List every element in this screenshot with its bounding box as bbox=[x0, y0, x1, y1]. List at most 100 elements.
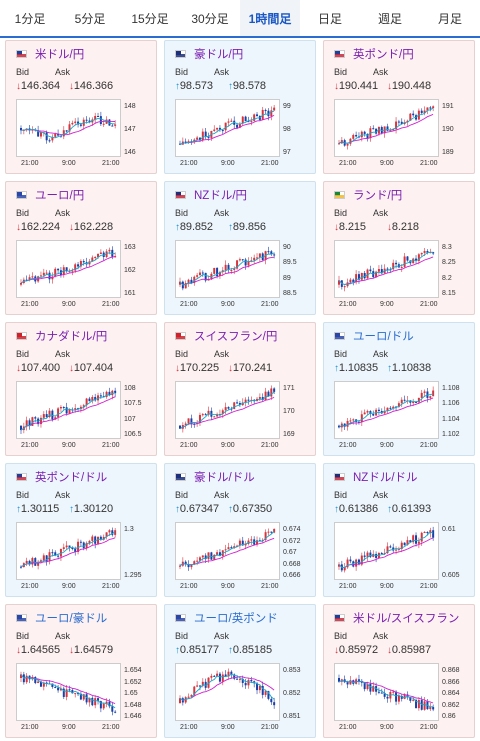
rate-card-1[interactable]: 豪ドル/円 Bid Ask ↑98.573 ↑98.578 99 98 97 21:00 9:00… bbox=[164, 40, 316, 174]
y-tick-label: 1.648 bbox=[124, 701, 142, 709]
rate-card-6[interactable]: カナダドル/円 Bid Ask ↓107.400 ↓107.404 108 107.5 107… bbox=[5, 322, 157, 456]
candle-body bbox=[111, 706, 114, 712]
candle-body bbox=[409, 400, 412, 403]
mini-candle-chart[interactable]: 1.3 1.295 21:00 9:00 21:00 bbox=[16, 522, 148, 594]
tab-1[interactable]: 5分足 bbox=[74, 12, 106, 26]
short-average-line bbox=[20, 674, 116, 709]
candle-body bbox=[71, 547, 74, 549]
bid-ask-labels: Bid Ask bbox=[334, 631, 388, 641]
candle-body bbox=[400, 121, 403, 125]
candle-body bbox=[355, 559, 358, 567]
mini-candle-chart[interactable]: 148 147 146 21:00 9:00 21:00 bbox=[16, 99, 148, 171]
x-tick-label: 21:00 bbox=[339, 301, 357, 308]
candle-body bbox=[369, 683, 372, 692]
candle-body bbox=[267, 691, 270, 699]
candle-body bbox=[423, 110, 426, 113]
pair-name[interactable]: ユーロ/豪ドル bbox=[35, 613, 108, 625]
ask-value: 162.228 bbox=[73, 221, 113, 233]
candle-body bbox=[108, 701, 111, 707]
short-average-line bbox=[338, 251, 434, 285]
rate-card-11[interactable]: NZドル/ドル Bid Ask ↑0.61386 ↑0.61393 0.61 0.605 21… bbox=[323, 463, 475, 597]
bid-ask-values: ↓0.85972 ↓0.85987 bbox=[334, 644, 431, 656]
candle-body bbox=[415, 535, 418, 544]
candle-body bbox=[227, 407, 230, 409]
candle-svg bbox=[20, 387, 117, 435]
rate-card-5[interactable]: ランド/円 Bid Ask ↓8.215 ↓8.218 8.3 8.25 8.2 8.15 21:… bbox=[323, 181, 475, 315]
mini-candle-chart[interactable]: 108 107.5 107 106.5 21:00 9:00 21:00 bbox=[16, 381, 148, 453]
tab-7[interactable]: 月足 bbox=[437, 12, 462, 26]
mini-candle-chart[interactable]: 0.868 0.866 0.864 0.862 0.86 21:00 9:00 21:00 bbox=[334, 663, 466, 735]
mini-candle-chart[interactable]: 1.654 1.652 1.65 1.648 1.646 21:00 9:00 21:00 bbox=[16, 663, 148, 735]
rate-card-14[interactable]: 米ドル/スイスフラン Bid Ask ↓0.85972 ↓0.85987 0.868 0.8… bbox=[323, 604, 475, 738]
mini-candle-chart[interactable]: 99 98 97 21:00 9:00 21:00 bbox=[175, 99, 307, 171]
candle-body bbox=[372, 686, 375, 692]
rate-card-3[interactable]: ユーロ/円 Bid Ask ↓162.224 ↓162.228 163 162 161 21:0… bbox=[5, 181, 157, 315]
rate-card-7[interactable]: スイスフラン/円 Bid Ask ↓170.225 ↓170.241 171 170 169 2… bbox=[164, 322, 316, 456]
pair-name[interactable]: 米ドル/スイスフラン bbox=[353, 613, 460, 625]
candle-body bbox=[77, 693, 80, 695]
pair-name[interactable]: NZドル/ドル bbox=[353, 472, 418, 484]
pair-name[interactable]: スイスフラン/円 bbox=[194, 331, 278, 343]
tab-6[interactable]: 週足 bbox=[377, 12, 402, 26]
rate-card-12[interactable]: ユーロ/豪ドル Bid Ask ↓1.64565 ↓1.64579 1.654 1.652 1… bbox=[5, 604, 157, 738]
tab-3[interactable]: 30分足 bbox=[191, 12, 229, 26]
ask-label: Ask bbox=[214, 349, 230, 359]
candle-body bbox=[363, 412, 366, 415]
mini-candle-chart[interactable]: 8.3 8.25 8.2 8.15 21:00 9:00 21:00 bbox=[334, 240, 466, 312]
candle-body bbox=[201, 414, 204, 416]
rate-card-4[interactable]: NZドル/円 Bid Ask ↑89.852 ↑89.856 90 89.5 89 88.5 21… bbox=[164, 181, 316, 315]
short-average-line bbox=[20, 392, 116, 431]
pair-name[interactable]: 英ポンド/円 bbox=[353, 49, 414, 61]
rate-card-13[interactable]: ユーロ/英ポンド Bid Ask ↑0.85177 ↑0.85185 0.853 0.852… bbox=[164, 604, 316, 738]
candle-body bbox=[213, 267, 216, 274]
ca-jp-flag-icon bbox=[16, 332, 27, 340]
tab-5[interactable]: 日足 bbox=[317, 12, 342, 26]
rate-card-10[interactable]: 豪ドル/ドル Bid Ask ↑0.67347 ↑0.67350 0.674 0.672 0.… bbox=[164, 463, 316, 597]
pair-name[interactable]: NZドル/円 bbox=[194, 190, 248, 202]
mini-candle-chart[interactable]: 1.108 1.106 1.104 1.102 21:00 9:00 21:00 bbox=[334, 381, 466, 453]
candle-body bbox=[377, 691, 380, 693]
pair-name[interactable]: 豪ドル/ドル bbox=[194, 472, 255, 484]
mini-candle-chart[interactable]: 171 170 169 21:00 9:00 21:00 bbox=[175, 381, 307, 453]
mini-candle-chart[interactable]: 0.853 0.852 0.851 21:00 9:00 21:00 bbox=[175, 663, 307, 735]
candle-body bbox=[346, 682, 349, 685]
card-title: ランド/円 bbox=[334, 188, 402, 202]
rate-card-8[interactable]: ユーロ/ドル Bid Ask ↑1.10835 ↑1.10838 1.108 1.106 1.… bbox=[323, 322, 475, 456]
moving-average-line bbox=[338, 256, 434, 285]
card-title: ユーロ/円 bbox=[16, 188, 84, 202]
x-tick-label: 21:00 bbox=[21, 301, 39, 308]
pair-name[interactable]: 米ドル/円 bbox=[35, 49, 85, 61]
candle-body bbox=[97, 116, 100, 118]
pair-name[interactable]: ランド/円 bbox=[353, 190, 403, 202]
tab-4[interactable]: 1時間足 bbox=[240, 0, 300, 36]
pair-name[interactable]: ユーロ/円 bbox=[35, 190, 85, 202]
pair-name[interactable]: ユーロ/ドル bbox=[353, 331, 414, 343]
x-tick-label: 21:00 bbox=[420, 301, 438, 308]
rate-card-9[interactable]: 英ポンド/ドル Bid Ask ↑1.30115 ↑1.30120 1.3 1.295 21:… bbox=[5, 463, 157, 597]
card-title: 英ポンド/ドル bbox=[16, 470, 107, 484]
candle-body bbox=[88, 120, 91, 123]
rate-card-2[interactable]: 英ポンド/円 Bid Ask ↓190.441 ↓190.448 191 190 189 21:… bbox=[323, 40, 475, 174]
candle-body bbox=[386, 407, 389, 411]
candle-body bbox=[417, 254, 420, 261]
tab-0[interactable]: 1分足 bbox=[14, 12, 46, 26]
pair-name[interactable]: カナダドル/円 bbox=[35, 331, 108, 343]
mini-candle-chart[interactable]: 0.61 0.605 21:00 9:00 21:00 bbox=[334, 522, 466, 594]
us-jp-flag-icon bbox=[16, 50, 27, 58]
bid-ask-labels: Bid Ask bbox=[16, 208, 70, 218]
mini-candle-chart[interactable]: 191 190 189 21:00 9:00 21:00 bbox=[334, 99, 466, 171]
mini-candle-chart[interactable]: 163 162 161 21:00 9:00 21:00 bbox=[16, 240, 148, 312]
tab-2[interactable]: 15分足 bbox=[131, 12, 169, 26]
pair-name[interactable]: 豪ドル/円 bbox=[194, 49, 244, 61]
candle-body bbox=[221, 410, 224, 415]
pair-name[interactable]: 英ポンド/ドル bbox=[35, 472, 108, 484]
mini-candle-chart[interactable]: 90 89.5 89 88.5 21:00 9:00 21:00 bbox=[175, 240, 307, 312]
rate-card-0[interactable]: 米ドル/円 Bid Ask ↓146.364 ↓146.366 148 147 146 21:0… bbox=[5, 40, 157, 174]
y-tick-label: 148 bbox=[124, 103, 136, 110]
pair-name[interactable]: ユーロ/英ポンド bbox=[194, 613, 278, 625]
y-tick-label: 191 bbox=[442, 103, 454, 110]
candle-body bbox=[346, 143, 349, 146]
bid-value: 0.85177 bbox=[179, 644, 219, 656]
mini-candle-chart[interactable]: 0.674 0.672 0.67 0.668 0.666 21:00 9:00 21:00 bbox=[175, 522, 307, 594]
chart-plot-area bbox=[334, 99, 439, 157]
